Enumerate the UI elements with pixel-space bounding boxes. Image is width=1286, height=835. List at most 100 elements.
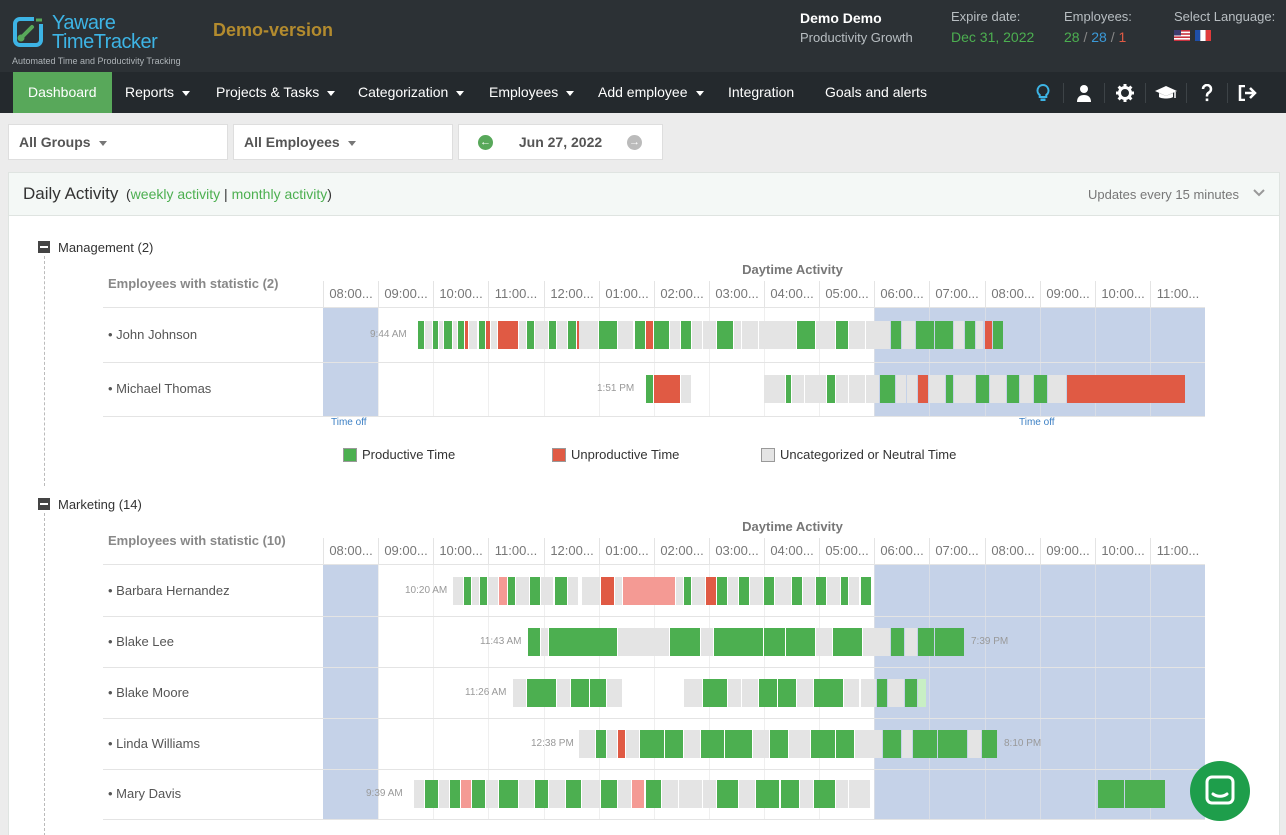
activity-segment[interactable] bbox=[945, 375, 954, 403]
activity-segment[interactable] bbox=[499, 780, 518, 808]
activity-segment[interactable] bbox=[742, 679, 758, 707]
activity-segment[interactable] bbox=[827, 577, 841, 605]
activity-segment[interactable] bbox=[890, 628, 904, 656]
activity-segment[interactable] bbox=[615, 577, 623, 605]
activity-segment[interactable] bbox=[576, 321, 579, 349]
employee-name[interactable]: • Linda Williams bbox=[108, 736, 200, 751]
activity-segment[interactable] bbox=[915, 321, 934, 349]
activity-segment[interactable] bbox=[452, 321, 457, 349]
us-flag-icon[interactable] bbox=[1174, 30, 1190, 41]
activity-segment[interactable] bbox=[617, 730, 626, 758]
activity-segment[interactable] bbox=[606, 679, 623, 707]
activity-segment[interactable] bbox=[617, 628, 670, 656]
activity-segment[interactable] bbox=[491, 321, 498, 349]
activity-segment[interactable] bbox=[540, 577, 554, 605]
activity-segment[interactable] bbox=[554, 577, 568, 605]
nav-reports[interactable]: Reports bbox=[125, 72, 191, 113]
activity-segment[interactable] bbox=[799, 780, 813, 808]
activity-segment[interactable] bbox=[645, 375, 653, 403]
activity-segment[interactable] bbox=[849, 577, 860, 605]
activity-segment[interactable] bbox=[791, 577, 802, 605]
activity-segment[interactable] bbox=[890, 321, 901, 349]
group-header[interactable]: Marketing (14) bbox=[38, 497, 142, 512]
employees-select[interactable]: All Employees bbox=[233, 124, 453, 160]
activity-segment[interactable] bbox=[703, 780, 717, 808]
activity-segment[interactable] bbox=[571, 679, 590, 707]
activity-segment[interactable] bbox=[480, 577, 488, 605]
groups-select[interactable]: All Groups bbox=[8, 124, 228, 160]
activity-segment[interactable] bbox=[797, 679, 813, 707]
activity-segment[interactable] bbox=[414, 780, 424, 808]
activity-segment[interactable] bbox=[835, 375, 849, 403]
activity-segment[interactable] bbox=[739, 577, 750, 605]
activity-segment[interactable] bbox=[653, 321, 670, 349]
activity-segment[interactable] bbox=[631, 780, 645, 808]
activity-segment[interactable] bbox=[934, 321, 954, 349]
activity-segment[interactable] bbox=[753, 730, 769, 758]
activity-segment[interactable] bbox=[907, 375, 918, 403]
activity-segment[interactable] bbox=[849, 321, 865, 349]
activity-segment[interactable] bbox=[488, 577, 499, 605]
nav-goals-alerts[interactable]: Goals and alerts bbox=[825, 84, 927, 100]
nav-integration[interactable]: Integration bbox=[728, 84, 795, 100]
activity-segment[interactable] bbox=[598, 321, 617, 349]
activity-segment[interactable] bbox=[816, 577, 827, 605]
activity-segment[interactable] bbox=[692, 577, 706, 605]
activity-segment[interactable] bbox=[579, 321, 598, 349]
activity-segment[interactable] bbox=[568, 577, 579, 605]
activity-segment[interactable] bbox=[764, 375, 785, 403]
chat-button[interactable] bbox=[1190, 761, 1250, 821]
user-icon[interactable] bbox=[1063, 82, 1104, 103]
activity-segment[interactable] bbox=[675, 577, 684, 605]
activity-segment[interactable] bbox=[788, 730, 810, 758]
activity-segment[interactable] bbox=[918, 375, 929, 403]
app-logo[interactable]: Yaware TimeTracker Automated Time and Pr… bbox=[12, 13, 212, 70]
logout-icon[interactable] bbox=[1227, 82, 1268, 103]
collapse-icon[interactable] bbox=[38, 498, 50, 510]
activity-segment[interactable] bbox=[549, 628, 617, 656]
activity-segment[interactable] bbox=[728, 679, 741, 707]
activity-segment[interactable] bbox=[460, 780, 471, 808]
activity-segment[interactable] bbox=[1034, 375, 1047, 403]
activity-segment[interactable] bbox=[728, 577, 739, 605]
activity-segment[interactable] bbox=[478, 321, 485, 349]
activity-segment[interactable] bbox=[937, 730, 967, 758]
activity-segment[interactable] bbox=[954, 375, 976, 403]
activity-segment[interactable] bbox=[681, 321, 692, 349]
activity-segment[interactable] bbox=[617, 780, 631, 808]
activity-segment[interactable] bbox=[791, 375, 805, 403]
activity-segment[interactable] bbox=[758, 321, 797, 349]
activity-segment[interactable] bbox=[452, 577, 463, 605]
activity-segment[interactable] bbox=[606, 730, 617, 758]
activity-segment[interactable] bbox=[954, 321, 965, 349]
activity-segment[interactable] bbox=[901, 321, 915, 349]
activity-segment[interactable] bbox=[590, 679, 606, 707]
activity-segment[interactable] bbox=[965, 321, 976, 349]
activity-segment[interactable] bbox=[758, 679, 777, 707]
activity-segment[interactable] bbox=[449, 780, 460, 808]
activity-segment[interactable] bbox=[810, 730, 835, 758]
activity-segment[interactable] bbox=[777, 679, 797, 707]
activity-segment[interactable] bbox=[623, 577, 675, 605]
activity-segment[interactable] bbox=[882, 730, 901, 758]
activity-segment[interactable] bbox=[984, 321, 992, 349]
activity-segment[interactable] bbox=[444, 321, 452, 349]
activity-segment[interactable] bbox=[626, 730, 639, 758]
employee-name[interactable]: • Blake Moore bbox=[108, 685, 190, 700]
activity-segment[interactable] bbox=[780, 780, 799, 808]
activity-segment[interactable] bbox=[535, 321, 548, 349]
activity-segment[interactable] bbox=[700, 730, 725, 758]
activity-segment[interactable] bbox=[764, 628, 785, 656]
activity-segment[interactable] bbox=[849, 375, 865, 403]
activity-segment[interactable] bbox=[684, 679, 703, 707]
activity-segment[interactable] bbox=[1125, 780, 1166, 808]
activity-segment[interactable] bbox=[816, 321, 835, 349]
activity-segment[interactable] bbox=[877, 679, 887, 707]
help-icon[interactable] bbox=[1186, 82, 1227, 103]
activity-segment[interactable] bbox=[692, 321, 703, 349]
activity-segment[interactable] bbox=[601, 577, 615, 605]
activity-segment[interactable] bbox=[866, 375, 879, 403]
activity-segment[interactable] bbox=[750, 577, 763, 605]
activity-segment[interactable] bbox=[733, 321, 741, 349]
activity-segment[interactable] bbox=[557, 679, 571, 707]
